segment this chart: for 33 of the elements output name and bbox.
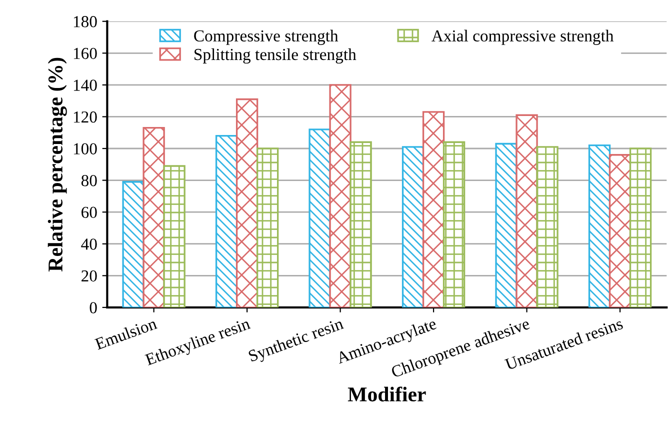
- y-tick-label: 120: [74, 111, 97, 123]
- bar: [163, 165, 186, 308]
- y-axis-title: Relative percentage (%): [48, 58, 67, 272]
- bar: [495, 142, 518, 308]
- bar: [536, 146, 558, 308]
- y-tick-label: 160: [74, 48, 97, 60]
- bar: [329, 84, 352, 308]
- bar: [236, 98, 258, 308]
- y-tick-label: 140: [74, 80, 97, 91]
- bar: [256, 148, 279, 308]
- x-axis-title: Modifier: [348, 386, 426, 402]
- bar: [402, 146, 424, 308]
- bar: [588, 144, 611, 308]
- y-tick-label: 0: [90, 302, 97, 314]
- bar: [308, 128, 331, 308]
- y-tick-label: 100: [74, 143, 97, 154]
- bar: [629, 148, 652, 308]
- bar: [442, 141, 466, 308]
- y-tick-label: 40: [81, 238, 97, 250]
- bar: [516, 114, 538, 308]
- legend-label: Compressive strength: [194, 30, 338, 45]
- bar: [142, 127, 165, 308]
- bar: [215, 134, 238, 308]
- bar: [350, 141, 372, 308]
- legend-label: Axial compressive strength: [432, 30, 614, 45]
- y-tick-label: 60: [82, 206, 97, 218]
- y-tick-label: 20: [82, 270, 97, 282]
- y-tick-label: 180: [74, 16, 97, 28]
- y-tick-label: 80: [81, 174, 97, 186]
- bar: [122, 181, 144, 308]
- legend-label: Splitting tensile strength: [194, 48, 356, 64]
- bar: [608, 154, 632, 308]
- bar: [422, 111, 445, 308]
